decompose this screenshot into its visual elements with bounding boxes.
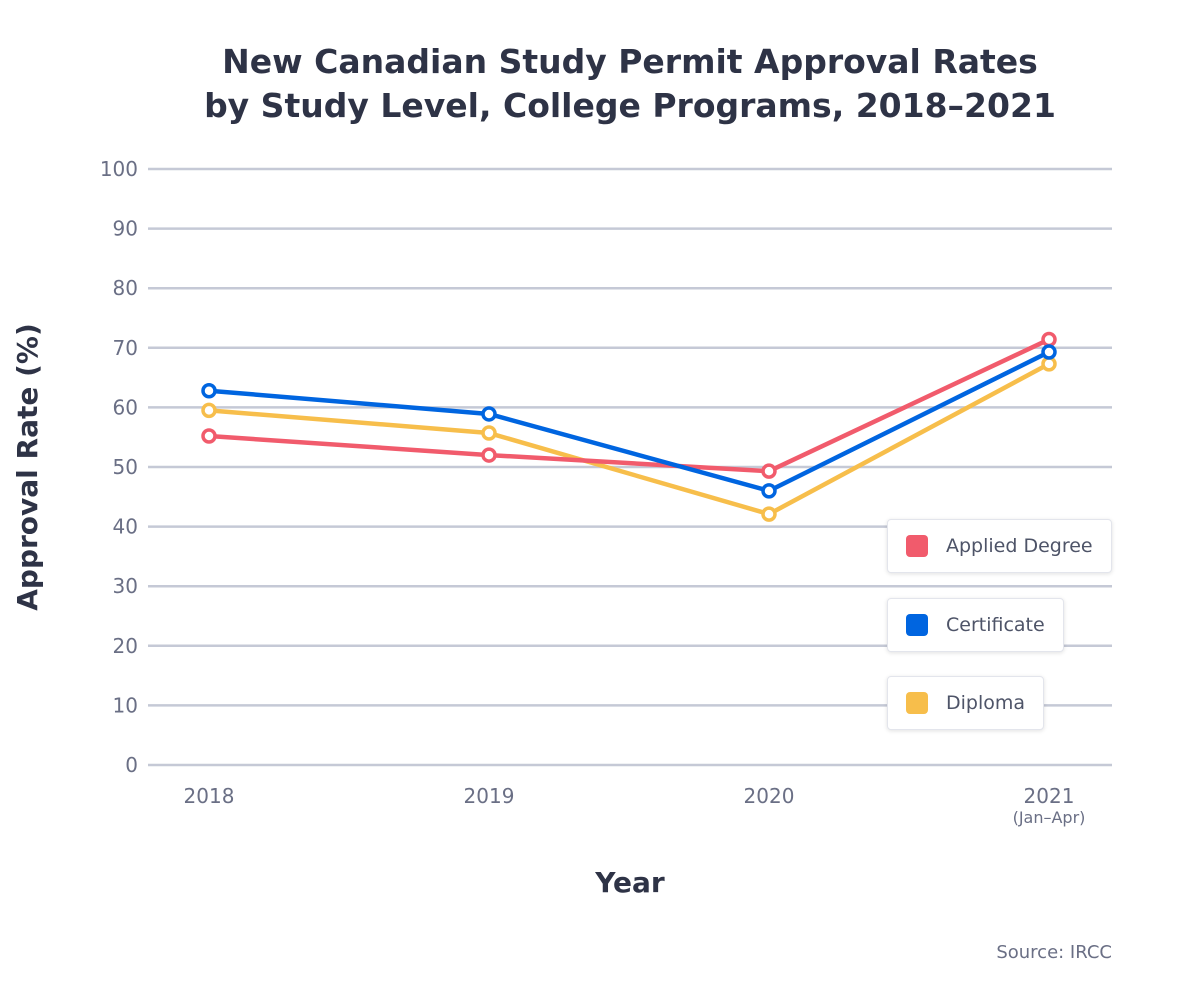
data-point-applied-degree <box>761 463 777 479</box>
y-tick-label: 50 <box>113 455 138 479</box>
legend-swatch <box>906 535 928 557</box>
legend-swatch <box>906 614 928 636</box>
y-tick-label: 40 <box>113 515 138 539</box>
series-line-diploma <box>208 361 1051 517</box>
y-tick-label: 60 <box>113 395 138 419</box>
x-tick-label: 2019 <box>464 784 515 808</box>
legend-label: Diploma <box>946 692 1026 714</box>
x-tick-label: 2021 <box>1024 784 1075 808</box>
series-line-certificate <box>208 349 1050 494</box>
legend-label: Certificate <box>946 614 1045 636</box>
data-point-diploma <box>481 425 497 441</box>
data-point-certificate <box>201 382 217 399</box>
data-point-applied-degree <box>201 428 217 444</box>
y-tick-label: 70 <box>113 336 138 360</box>
data-point-certificate <box>481 406 497 422</box>
x-tick-label: 2018 <box>184 784 235 808</box>
x-tick-sublabel: (Jan–Apr) <box>1013 808 1086 827</box>
legend-item-applied-degree: Applied Degree <box>887 519 1112 573</box>
y-tick-label: 0 <box>125 753 138 777</box>
title-line-1: New Canadian Study Permit Approval Rates <box>222 42 1038 81</box>
legend-label: Applied Degree <box>946 535 1093 557</box>
legend-item-diploma: Diploma <box>887 676 1045 730</box>
legend-item-certificate: Certificate <box>887 598 1064 652</box>
y-tick-label: 10 <box>113 693 138 717</box>
series-line-applied-degree <box>208 337 1050 474</box>
y-tick-label: 20 <box>113 634 138 658</box>
source-note: Source: IRCC <box>996 942 1112 963</box>
x-axis-label: Year <box>595 866 665 899</box>
chart-title: New Canadian Study Permit Approval Rates… <box>0 40 1200 128</box>
data-point-diploma <box>761 506 777 522</box>
x-tick-label: 2020 <box>744 784 795 808</box>
data-point-certificate <box>1041 344 1057 360</box>
title-line-2: by Study Level, College Programs, 2018–2… <box>204 86 1056 125</box>
legend-swatch <box>906 692 928 714</box>
y-axis-label: Approval Rate (%) <box>11 323 44 611</box>
data-point-applied-degree <box>481 447 497 463</box>
y-tick-label: 100 <box>100 157 138 181</box>
y-tick-label: 30 <box>113 574 138 598</box>
data-point-certificate <box>761 483 777 499</box>
y-tick-label: 90 <box>113 217 138 241</box>
data-point-applied-degree <box>1041 331 1057 348</box>
data-point-diploma <box>201 402 217 419</box>
y-tick-label: 80 <box>113 276 138 300</box>
